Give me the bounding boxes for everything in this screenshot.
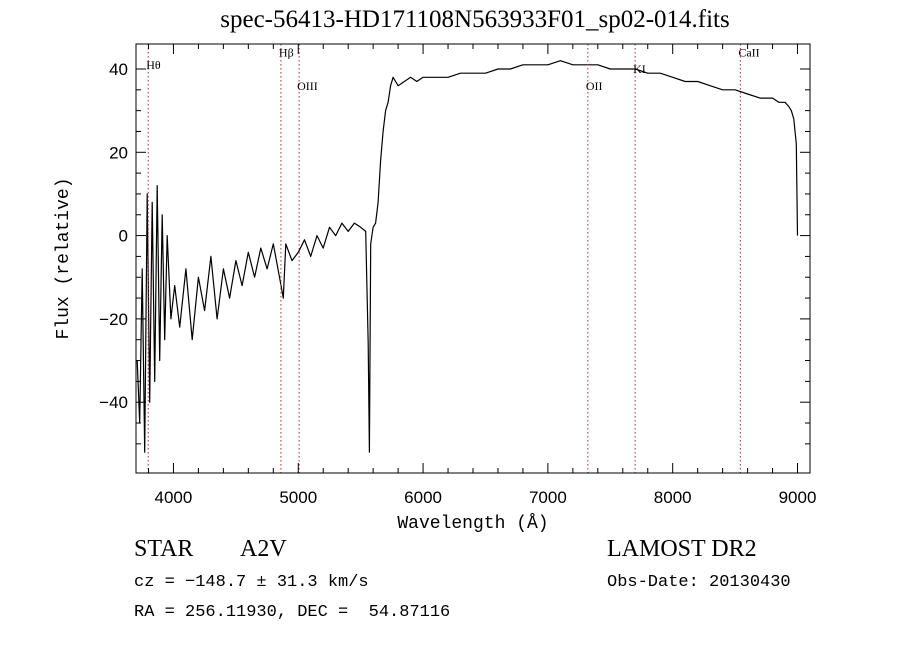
x-tick-label-3: 7000: [529, 488, 567, 507]
y-tick-label-3: 20: [109, 143, 128, 162]
axes-frame: [135, 43, 811, 474]
line-label-0: Hθ: [146, 58, 161, 72]
x-tick-label-2: 6000: [404, 488, 442, 507]
x-tick-label-4: 8000: [654, 488, 692, 507]
line-label-5: CaII: [738, 45, 759, 59]
y-tick-label-1: −20: [99, 310, 128, 329]
line-label-1: Hβ: [279, 45, 294, 59]
x-axis-label: Wavelength (Å): [397, 513, 548, 534]
redshift-readout: cz = −148.7 ± 31.3 km/s: [134, 573, 369, 592]
line-label-2: OIII: [297, 79, 318, 93]
line-label-3: OII: [586, 79, 603, 93]
y-tick-label-4: 40: [109, 60, 128, 79]
line-label-4: KI: [633, 62, 646, 76]
x-tick-label-0: 4000: [155, 488, 193, 507]
spectrum-curve-layer: [136, 60, 799, 453]
y-tick-label-2: 0: [119, 227, 128, 246]
obs-date: Obs-Date: 20130430: [607, 573, 791, 592]
y-axis-label: Flux (relative): [54, 177, 74, 339]
ticks-layer: 4000 5000 6000 7000 8000 9000 −40 −20 0 20 40: [99, 44, 816, 507]
ra-dec-readout: RA = 256.11930, DEC = 54.87116: [134, 603, 451, 622]
object-subclass: A2V: [240, 536, 287, 562]
spectrum-series-0: [136, 60, 799, 453]
chart-title: spec-56413-HD171108N563933F01_sp02-014.f…: [220, 6, 730, 33]
survey-label: LAMOST DR2: [607, 536, 757, 562]
x-tick-label-5: 9000: [779, 488, 817, 507]
line-markers-layer: Hθ Hβ OIII OII KI CaII: [146, 44, 760, 473]
object-class: STAR: [134, 536, 194, 562]
x-tick-label-1: 5000: [279, 488, 317, 507]
y-tick-label-0: −40: [99, 393, 128, 412]
